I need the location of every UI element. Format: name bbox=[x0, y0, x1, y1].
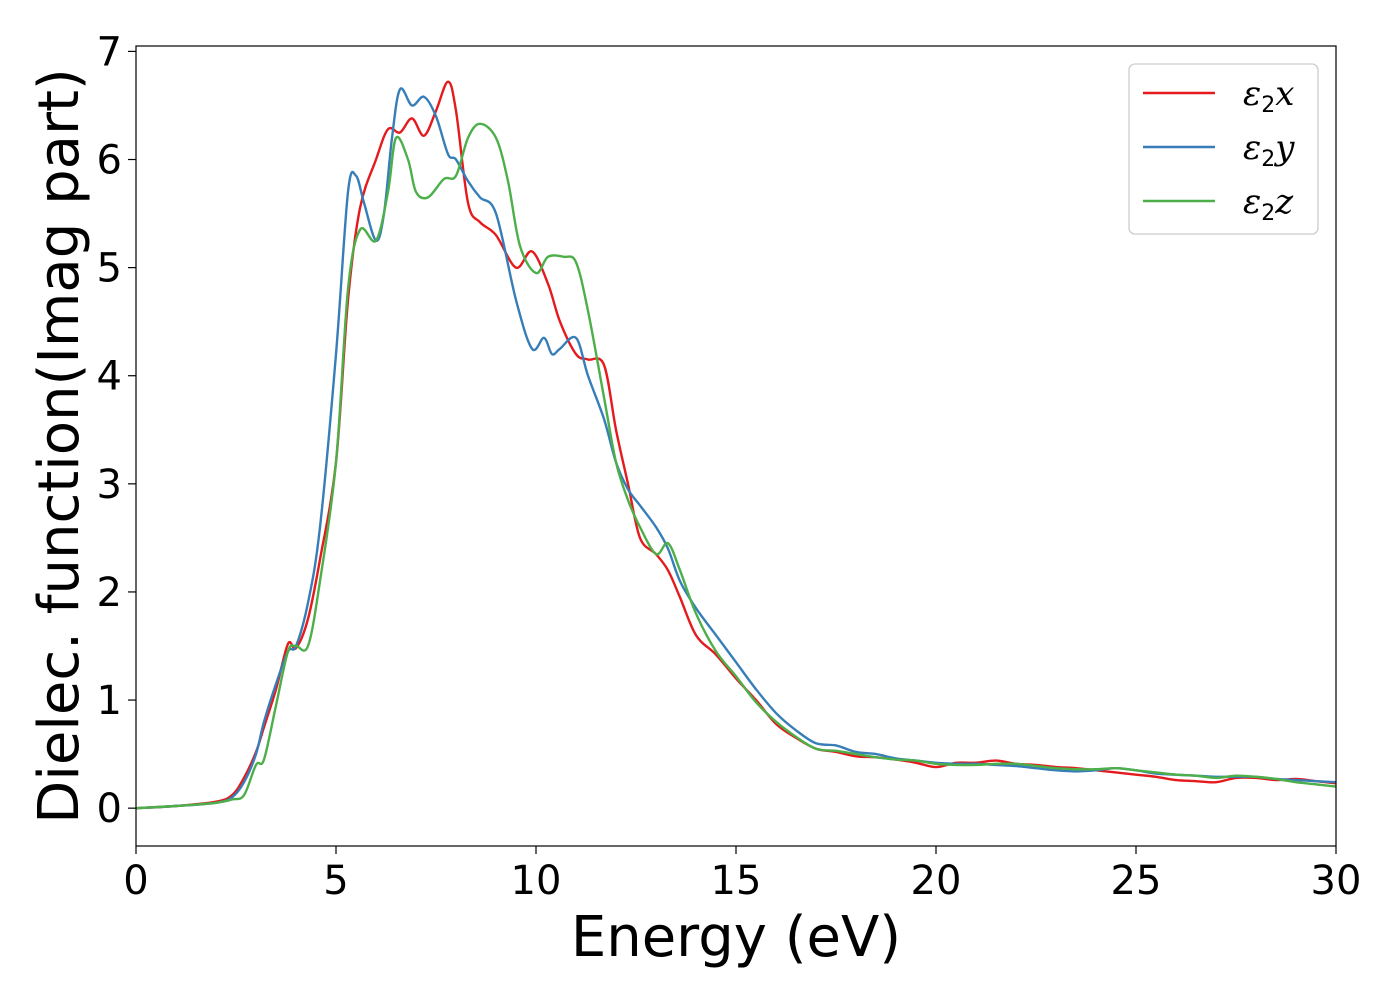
y-tick-label: 1 bbox=[97, 678, 122, 724]
legend-label-x: ε2x bbox=[1243, 74, 1294, 118]
series-layer bbox=[135, 80, 1337, 810]
y-tick-label: 6 bbox=[97, 138, 122, 184]
x-tick-label: 0 bbox=[123, 858, 148, 904]
x-tick-label: 25 bbox=[1111, 858, 1162, 904]
series-line-z bbox=[135, 122, 1337, 810]
y-tick-label: 3 bbox=[97, 462, 122, 508]
y-tick-label: 0 bbox=[97, 786, 122, 832]
legend-box bbox=[1128, 63, 1319, 235]
ticks-layer: 0 5 10 15 20 25 30 0 1 2 3 4 5 6 7 bbox=[97, 29, 1362, 904]
y-tick-label: 7 bbox=[97, 29, 122, 75]
y-tick-label: 2 bbox=[97, 570, 122, 616]
x-tick-label: 30 bbox=[1311, 858, 1362, 904]
x-tick-label: 15 bbox=[711, 858, 762, 904]
y-tick-label: 5 bbox=[97, 246, 122, 292]
x-tick-label: 5 bbox=[323, 858, 348, 904]
x-tick-label: 10 bbox=[511, 858, 562, 904]
x-tick-label: 20 bbox=[911, 858, 962, 904]
x-axis-title: Energy (eV) bbox=[571, 905, 901, 970]
y-tick-label: 4 bbox=[97, 354, 122, 400]
y-axis-title: Dielec. function(Imag part) bbox=[27, 68, 92, 824]
